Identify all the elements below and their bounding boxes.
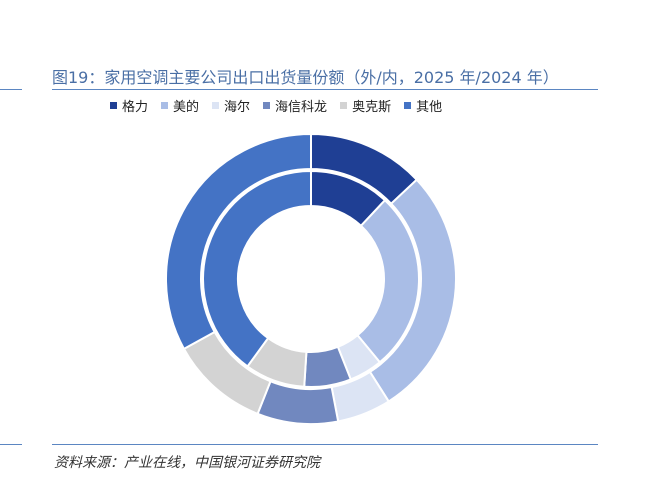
- legend: 格力 美的 海尔 海信科龙 奥克斯 其他: [110, 96, 455, 115]
- top-rule: [52, 89, 598, 90]
- legend-item: 海尔: [212, 96, 250, 115]
- legend-item: 格力: [110, 96, 148, 115]
- outer-ring-slice-3: [256, 379, 340, 425]
- legend-swatch: [212, 102, 220, 109]
- source-note: 资料来源：产业在线，中国银河证券研究院: [54, 455, 320, 471]
- legend-item: 美的: [161, 96, 199, 115]
- legend-swatch: [263, 102, 271, 109]
- inner-ring-slice-5: [202, 169, 312, 368]
- legend-label: 格力: [122, 100, 149, 115]
- legend-label: 其他: [416, 100, 443, 115]
- chart-title: 图19：家用空调主要公司出口出货量份额（外/内，2025 年/2024 年）: [52, 68, 559, 87]
- outer-ring-slice-5: [165, 132, 312, 351]
- legend-swatch: [404, 102, 412, 109]
- legend-label: 海尔: [224, 100, 251, 115]
- legend-swatch: [161, 102, 169, 109]
- legend-item: 奥克斯: [340, 96, 391, 115]
- legend-swatch: [110, 102, 117, 109]
- legend-label: 海信科龙: [275, 100, 328, 115]
- bottom-rule: [52, 444, 598, 445]
- legend-label: 美的: [173, 100, 200, 115]
- left-edge-rule: [0, 89, 22, 90]
- legend-swatch: [340, 102, 348, 109]
- legend-item: 海信科龙: [263, 96, 327, 115]
- legend-label: 奥克斯: [352, 100, 392, 115]
- legend-item: 其他: [404, 96, 442, 115]
- left-edge-rule: [0, 444, 22, 445]
